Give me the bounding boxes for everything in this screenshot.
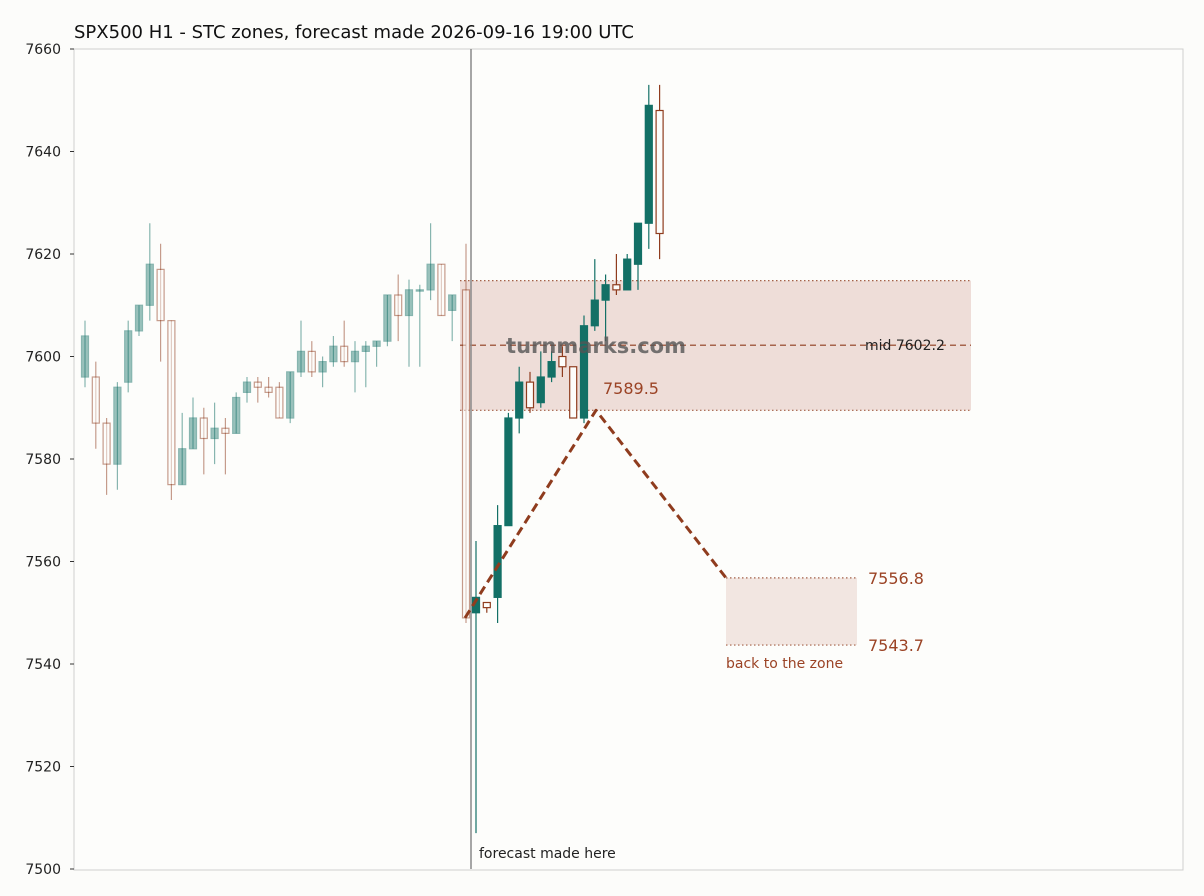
- plot-area: [73, 48, 1184, 871]
- lower-zone: [726, 577, 857, 646]
- history-candle-body: [296, 350, 306, 373]
- forecast-candle-body: [644, 104, 653, 224]
- zone-labels: turnmarks.com mid 7602.2 7589.5 7556.8 7543.…: [506, 334, 945, 672]
- history-candle-body: [264, 386, 273, 393]
- history-candle-body: [113, 386, 122, 465]
- history-candle-body: [102, 422, 111, 465]
- upper-zone-bottom-label: 7589.5: [603, 379, 659, 398]
- history-candle-body: [124, 330, 133, 383]
- forecast-candle-body: [504, 417, 513, 527]
- history-candle-body: [394, 294, 403, 317]
- history-candle-body: [242, 381, 252, 393]
- forecast-candle-body: [590, 299, 599, 327]
- history-candle-body: [437, 263, 446, 317]
- forecast-marker-label: forecast made here: [479, 846, 616, 862]
- forecast-candle-body: [536, 376, 545, 404]
- y-tick-label: 7640: [25, 145, 61, 161]
- history-candle-body: [80, 335, 90, 378]
- lower-zone-top-label: 7556.8: [868, 569, 924, 588]
- history-candle-body: [199, 417, 208, 440]
- history-candle-body: [350, 350, 360, 363]
- forecast-candle-body: [558, 355, 567, 368]
- forecast-candle-body: [493, 525, 502, 598]
- history-candle-body: [307, 350, 316, 373]
- upper-zone-mid-label: mid 7602.2: [865, 338, 945, 354]
- history-candle-body: [134, 304, 144, 332]
- y-tick-label: 7600: [25, 350, 61, 366]
- forecast-path: [463, 408, 728, 619]
- history-candle-body: [91, 376, 100, 424]
- history-candle-body: [145, 263, 154, 306]
- forecast-candle-body: [633, 222, 643, 265]
- forecast-candle-body: [623, 258, 632, 291]
- lower-zone-caption: back to the zone: [726, 656, 843, 672]
- history-candle-body: [340, 345, 349, 363]
- y-tick-label: 7520: [25, 760, 61, 776]
- history-candle-body: [232, 396, 241, 434]
- forecast-candle-body: [525, 381, 535, 409]
- y-tick-label: 7660: [25, 42, 61, 58]
- y-tick-label: 7560: [25, 555, 61, 571]
- forecast-candle-body: [579, 325, 589, 419]
- y-tick-label: 7620: [25, 247, 61, 263]
- forecast-candle-body: [547, 361, 556, 378]
- y-tick-label: 7540: [25, 657, 61, 673]
- forecast-marker: forecast made here: [470, 49, 616, 869]
- history-candle-body: [156, 268, 165, 322]
- forecast-candle-body: [482, 601, 491, 609]
- zones-layer: [460, 280, 971, 646]
- history-candle-body: [318, 361, 327, 373]
- history-candle-body: [329, 345, 338, 363]
- history-candle-body: [415, 289, 424, 292]
- lower-zone-bottom-label: 7543.7: [868, 636, 924, 655]
- y-tick-label: 7500: [25, 862, 61, 878]
- watermark: turnmarks.com: [506, 334, 686, 358]
- forecast-path-line: [463, 408, 728, 619]
- forecast-candle-body: [612, 284, 621, 291]
- history-candle-body: [383, 294, 392, 342]
- history-candle-body: [253, 381, 262, 388]
- history-candles: [80, 223, 471, 623]
- history-candle-body: [361, 345, 370, 352]
- forecast-candle-body: [569, 366, 578, 419]
- history-candle-body: [178, 448, 187, 486]
- forecast-candle-body: [601, 284, 610, 301]
- history-candle-body: [404, 289, 414, 317]
- history-candle-body: [286, 371, 295, 419]
- history-candle-body: [372, 340, 381, 347]
- y-tick-label: 7580: [25, 452, 61, 468]
- history-candle-body: [221, 427, 230, 434]
- forecast-candles: [471, 84, 664, 834]
- forecast-candle-body: [515, 381, 524, 419]
- history-candle-body: [167, 320, 176, 486]
- history-candle-body: [275, 386, 284, 419]
- y-axis: 7500 7520 7540 7560 7580 7600 7620 7640 7660: [25, 42, 74, 878]
- history-candle-body: [461, 289, 471, 619]
- chart-title: SPX500 H1 - STC zones, forecast made 202…: [74, 22, 634, 43]
- forecast-candle-body: [655, 109, 664, 235]
- history-candle-body: [210, 427, 219, 440]
- history-candle-body: [426, 263, 435, 291]
- history-candle-body: [188, 417, 198, 450]
- history-candle-body: [448, 294, 457, 311]
